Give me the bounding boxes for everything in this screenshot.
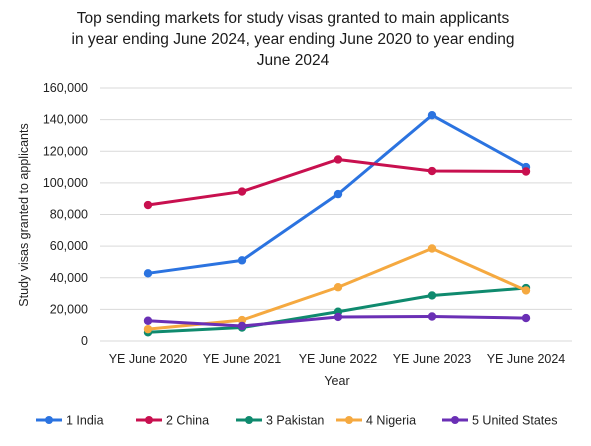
data-point xyxy=(143,269,153,278)
legend-marker xyxy=(245,416,253,424)
legend-item: 3 Pakistan xyxy=(236,414,324,428)
data-point xyxy=(333,312,343,322)
legend-label: 1 India xyxy=(66,414,104,428)
data-point xyxy=(427,110,437,120)
series-5 xyxy=(143,312,531,331)
chart-title-line-2: in year ending June 2024, year ending Ju… xyxy=(72,31,515,48)
legend: 1 India 2 China 3 Pakistan 4 Nigeria 5 Unite… xyxy=(36,414,557,428)
data-point xyxy=(237,321,247,331)
x-axis-label: Year xyxy=(324,374,349,388)
data-point xyxy=(521,286,531,295)
legend-marker xyxy=(145,416,153,424)
y-tick-label: 140,000 xyxy=(43,113,88,127)
data-point xyxy=(333,283,343,292)
chart-title-line-1: Top sending markets for study visas gran… xyxy=(77,10,510,27)
x-axis-ticks: YE June 2020 YE June 2021 YE June 2022 YE J… xyxy=(109,352,566,366)
series-line xyxy=(146,157,528,207)
data-point xyxy=(237,256,247,265)
x-tick-label: YE June 2024 xyxy=(487,352,566,366)
y-tick-label: 120,000 xyxy=(43,144,88,158)
data-point xyxy=(237,187,247,196)
y-tick-label: 0 xyxy=(81,334,88,348)
legend-item: 2 China xyxy=(136,414,209,428)
x-tick-label: YE June 2023 xyxy=(393,352,472,366)
y-tick-label: 160,000 xyxy=(43,81,88,95)
data-point xyxy=(427,312,437,321)
data-point xyxy=(333,155,343,164)
legend-marker xyxy=(345,416,353,424)
data-point xyxy=(143,200,153,210)
legend-item: 1 India xyxy=(36,414,104,428)
chart-title-line-3: June 2024 xyxy=(257,52,330,69)
legend-label: 3 Pakistan xyxy=(266,414,324,428)
data-point xyxy=(333,189,343,199)
data-point xyxy=(521,313,531,323)
legend-item: 4 Nigeria xyxy=(336,414,416,428)
legend-label: 5 United States xyxy=(472,414,557,428)
y-tick-label: 40,000 xyxy=(50,271,88,285)
legend-marker xyxy=(45,416,53,424)
y-tick-label: 100,000 xyxy=(43,176,88,190)
data-point xyxy=(143,324,153,334)
data-point xyxy=(427,291,437,300)
series-2 xyxy=(143,155,531,210)
legend-label: 4 Nigeria xyxy=(366,414,416,428)
chart-title: Top sending markets for study visas gran… xyxy=(72,10,515,69)
gridlines xyxy=(100,87,572,342)
data-point xyxy=(427,244,437,253)
y-tick-label: 80,000 xyxy=(50,208,88,222)
y-tick-label: 60,000 xyxy=(50,239,88,253)
x-tick-label: YE June 2022 xyxy=(299,352,378,366)
series-3 xyxy=(143,283,531,337)
data-point xyxy=(143,316,153,325)
y-tick-label: 20,000 xyxy=(50,302,88,316)
series-1 xyxy=(143,110,531,278)
x-tick-label: YE June 2020 xyxy=(109,352,188,366)
legend-marker xyxy=(451,416,459,424)
y-axis-ticks: 0 20,000 40,000 60,000 80,000 100,000 120,000 1… xyxy=(43,81,88,348)
legend-label: 2 China xyxy=(166,414,209,428)
series-lines xyxy=(143,110,531,337)
data-point xyxy=(427,166,437,176)
data-point xyxy=(237,315,247,325)
legend-item: 5 United States xyxy=(442,414,557,428)
y-axis-label: Study visas granted to applicants xyxy=(17,123,31,306)
data-point xyxy=(521,167,531,176)
x-tick-label: YE June 2021 xyxy=(203,352,282,366)
